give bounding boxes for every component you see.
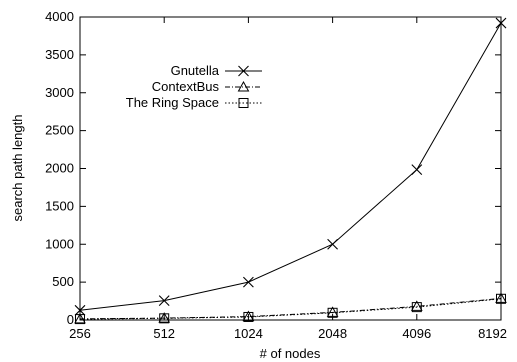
y-tick-label: 4000 [45,9,74,24]
data-point [243,276,254,288]
x-axis: 256 512 1024 2048 4096 8192 [69,17,507,341]
y-axis-label: search path length [10,115,25,222]
y-tick-label: 3500 [45,47,74,62]
data-point [327,238,338,250]
data-point [496,293,506,304]
y-tick-label: 2000 [45,161,74,176]
x-tick-label: 2048 [318,326,347,341]
data-point [74,312,86,324]
legend-label: ContextBus [152,79,220,94]
plot-frame [79,16,502,321]
legend-label: The Ring Space [126,95,219,110]
x-axis-label: # of nodes [260,346,321,361]
x-tick-label: 256 [69,326,91,341]
data-point [495,292,507,303]
data-point [74,304,86,316]
data-point [410,300,423,311]
legend-marker [237,80,250,92]
y-tick-label: 1000 [45,236,74,251]
series-line [79,22,502,311]
y-tick-label: 1500 [45,198,74,213]
legend-marker [238,65,249,77]
series-line [79,298,502,320]
data-point [327,307,338,318]
data-point [243,311,254,322]
y-tick-label: 0 [67,312,74,327]
x-tick-label: 512 [153,326,175,341]
data-point [159,313,170,324]
data-point [158,295,170,306]
series-layer [74,17,507,325]
data-point [495,17,507,29]
x-tick-label: 8192 [478,326,507,341]
series-gnutella [74,17,507,316]
series-line [79,297,502,320]
y-tick-label: 3000 [45,85,74,100]
legend-label: Gnutella [171,63,220,78]
y-axis: 0 500 1000 1500 2000 2500 3000 3500 4000 [45,9,501,327]
data-point [158,312,171,323]
y-tick-label: 500 [52,274,74,289]
data-point [75,314,85,325]
series-the-ring-space [75,293,506,325]
data-point [411,164,423,176]
data-point [411,302,422,313]
x-tick-label: 1024 [234,326,263,341]
data-point [242,310,255,322]
y-tick-label: 2500 [45,123,74,138]
data-point [326,306,339,317]
x-tick-label: 4096 [402,326,431,341]
legend-marker [238,98,249,108]
